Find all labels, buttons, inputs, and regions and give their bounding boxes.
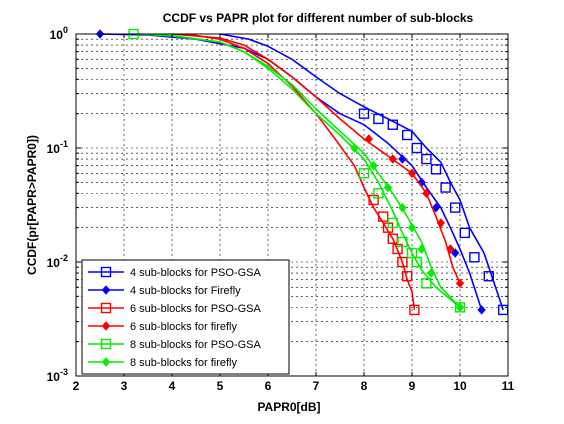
x-tick-label: 6 [265,379,272,393]
series-marker [469,252,480,263]
legend-label: 6 sub-blocks for firefly [130,321,237,333]
series-marker [369,160,378,171]
series-marker [398,154,407,164]
series-marker [451,248,460,258]
series-marker [407,168,417,179]
series-marker [397,256,408,268]
series-marker [409,304,420,316]
series-marker [411,256,422,268]
series-marker [417,244,426,254]
series-marker [483,271,494,282]
x-axis-label: PAPR0[dB] [257,400,320,414]
series-marker [446,244,455,254]
series-marker [350,143,359,153]
x-tick-label: 8 [361,379,368,393]
x-tick-label: 9 [409,379,416,393]
series-marker [388,154,397,164]
x-tick-label: 4 [169,379,176,393]
series-marker [427,268,436,278]
series-marker [431,202,441,213]
legend-marker [101,357,111,367]
series-marker [455,302,465,313]
series-marker [407,222,417,233]
legend-marker [101,285,111,295]
series-marker [422,188,431,199]
legend-label: 8 sub-blocks for PSO-GSA [130,339,261,351]
x-tick-label: 11 [502,379,515,393]
series-marker [378,211,389,222]
series-marker [398,202,407,213]
series-marker [440,182,451,193]
series-marker [364,134,373,144]
series-marker [436,218,445,228]
x-tick-label: 3 [121,379,128,393]
legend-label: 6 sub-blocks for PSO-GSA [130,303,261,315]
y-axis-label: CCDF(pr[PAPR>PAPR0]) [25,135,39,275]
series-line [138,33,461,308]
series-marker [387,217,398,229]
series-marker [402,271,413,282]
legend-box [81,259,290,375]
legend-label: 8 sub-blocks for firefly [130,357,237,369]
y-tick-label: 10-3 [47,367,68,384]
series-line [171,33,461,284]
y-tick-label: 10-2 [47,253,68,270]
legend-marker [100,302,112,314]
series-marker [373,188,384,199]
legend-marker [100,266,112,278]
x-tick-label: 2 [73,379,80,393]
series-marker [358,168,370,179]
y-tick-label: 100 [50,25,68,42]
legend-label: 4 sub-blocks for Firefly [130,285,241,297]
series-line [219,33,504,311]
legend-marker [100,338,112,350]
series-marker [421,278,432,289]
series-marker [430,164,442,175]
series-marker [411,142,422,154]
series-marker [402,129,413,141]
y-tick-label: 10-1 [47,139,68,156]
legend-marker [101,321,111,331]
series-marker [358,108,370,119]
series-marker [477,305,486,315]
legend-label: 4 sub-blocks for PSO-GSA [130,267,261,279]
chart-title: CCDF vs PAPR plot for different number o… [163,11,474,25]
plot-area-border [75,33,509,377]
x-tick-label: 7 [313,379,320,393]
series-marker [397,236,408,248]
series-marker [459,227,470,239]
legend: 4 sub-blocks for PSO-GSA 4 sub-blocks for… [81,259,290,375]
series-marker [383,182,393,193]
series-marker [387,119,398,130]
x-tick-label: 10 [453,379,467,393]
series-marker [421,153,432,165]
x-tick-label: 5 [217,379,224,393]
series-marker [373,113,384,125]
series-marker [455,278,465,289]
series-lines [95,28,509,316]
series-marker [450,202,461,213]
